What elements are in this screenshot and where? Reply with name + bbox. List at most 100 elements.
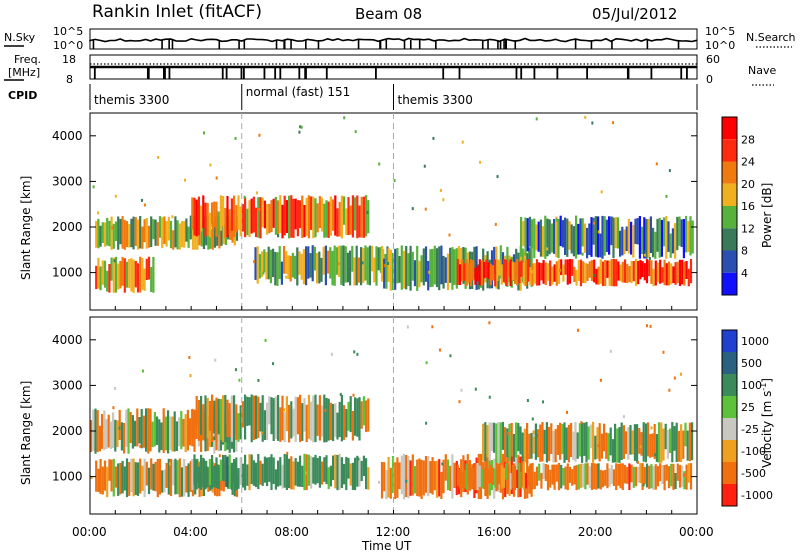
range-cell	[95, 265, 98, 290]
range-cell	[411, 251, 414, 281]
range-cell	[620, 422, 623, 460]
range-cell	[261, 251, 264, 277]
range-cell	[647, 218, 650, 258]
range-cell	[526, 399, 529, 403]
range-cell	[257, 197, 260, 238]
range-cell	[330, 352, 333, 356]
range-cell	[665, 194, 668, 198]
range-cell	[127, 408, 130, 454]
range-cell	[365, 458, 368, 490]
range-cell	[527, 468, 530, 486]
power-colorbar: 4 8 12 16 20 24 28 Power [dB]	[721, 116, 774, 296]
range-cell	[555, 216, 558, 258]
range-cell	[685, 215, 688, 253]
range-cell	[442, 255, 445, 289]
range-cell	[615, 259, 618, 287]
range-cell	[543, 429, 546, 454]
range-cell	[550, 423, 553, 454]
range-cell	[288, 404, 291, 443]
range-cell	[281, 204, 284, 239]
range-cell	[96, 410, 99, 452]
range-cell	[143, 268, 146, 291]
range-cell	[654, 453, 657, 457]
range-cell	[200, 205, 203, 232]
range-cell	[612, 218, 615, 259]
range-cell	[303, 205, 306, 238]
range-tick-label: 3000	[52, 174, 83, 188]
velocity-ylabel: Slant Range [km]	[19, 381, 33, 485]
range-cell	[531, 263, 534, 287]
range-cell	[571, 469, 574, 486]
range-cell	[429, 461, 432, 494]
range-cell	[643, 263, 646, 281]
range-cell	[478, 465, 481, 487]
range-cell	[643, 467, 646, 485]
range-cell	[584, 262, 587, 284]
freq-panel: Freq. [MHz] 18 8 60 0 Nave	[4, 53, 776, 86]
range-cell	[95, 220, 98, 248]
range-cell	[588, 223, 591, 255]
range-cell	[281, 395, 284, 441]
range-cell	[162, 408, 165, 453]
range-cell	[506, 428, 509, 458]
range-cell	[394, 462, 397, 500]
range-cell	[218, 454, 221, 458]
range-cell	[180, 467, 184, 497]
range-cell	[499, 245, 502, 279]
range-cell	[169, 220, 173, 249]
range-cell	[252, 460, 255, 486]
range-cell	[675, 422, 678, 462]
range-cell	[222, 395, 225, 443]
colorbar-swatch	[722, 117, 737, 140]
range-cell	[255, 207, 258, 238]
range-cell	[294, 255, 297, 279]
range-cell	[286, 451, 289, 455]
range-cell	[489, 464, 492, 484]
range-cell	[494, 468, 497, 488]
range-cell	[485, 259, 488, 278]
range-cell	[594, 216, 597, 257]
range-cell	[652, 465, 655, 490]
range-cell	[439, 188, 442, 192]
range-cell	[114, 419, 117, 452]
range-cell	[321, 461, 324, 485]
range-cell	[589, 424, 592, 449]
range-cell	[307, 246, 310, 279]
range-cell	[689, 216, 692, 256]
range-cell	[213, 201, 216, 228]
range-cell	[538, 463, 541, 481]
range-cell	[314, 394, 317, 443]
range-cell	[658, 217, 661, 258]
range-cell	[575, 215, 578, 259]
range-cell	[522, 221, 525, 247]
range-cell	[351, 195, 354, 238]
range-cell	[274, 469, 277, 490]
range-cell	[202, 216, 206, 250]
range-cell	[592, 221, 595, 225]
range-cell	[197, 400, 200, 441]
colorbar-swatch	[722, 484, 737, 506]
range-cell	[183, 221, 186, 248]
range-cell	[357, 457, 360, 461]
range-cell	[248, 397, 251, 426]
range-cell	[130, 218, 133, 248]
range-cell	[546, 218, 549, 257]
range-cell	[119, 219, 122, 245]
range-cell	[418, 260, 421, 288]
range-cell	[323, 457, 326, 482]
range-cell	[668, 169, 671, 173]
freq-left-tick-top: 18	[62, 53, 76, 66]
range-cell	[400, 455, 403, 495]
range-cell	[209, 163, 212, 167]
range-cell	[176, 460, 179, 495]
range-cell	[261, 395, 264, 442]
range-cell	[608, 260, 611, 286]
range-cell	[630, 221, 633, 255]
range-cell	[676, 261, 679, 283]
range-cell	[169, 458, 173, 497]
range-cell	[375, 246, 378, 286]
range-cell	[114, 466, 118, 488]
range-cell	[446, 253, 450, 291]
range-cell	[656, 218, 659, 252]
colorbar-swatch	[722, 462, 737, 484]
